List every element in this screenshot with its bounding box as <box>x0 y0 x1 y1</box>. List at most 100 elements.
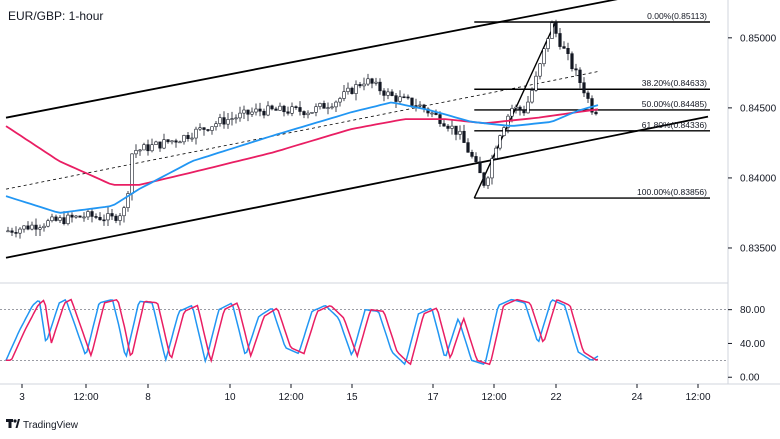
candle-body <box>538 63 542 77</box>
candle-body <box>274 108 278 111</box>
stochastic-axis[interactable]: 80.00 40.00 0.00 <box>728 305 765 384</box>
candle-body <box>402 96 406 99</box>
candle-body <box>278 105 282 111</box>
candle-body <box>286 111 290 114</box>
candle-body <box>18 228 22 234</box>
price-tick-label: 0.85000 <box>740 33 777 44</box>
candle-body <box>574 68 578 71</box>
candle-body <box>418 104 422 107</box>
candle-body <box>330 106 334 109</box>
candle-body <box>590 98 594 113</box>
candle-body <box>142 144 146 151</box>
candle-body <box>218 117 222 124</box>
candle-body <box>562 46 566 49</box>
candle-body <box>470 151 474 157</box>
candle-body <box>106 213 110 221</box>
candle-body <box>190 137 194 140</box>
candle-body <box>250 111 254 115</box>
candle-body <box>582 82 586 94</box>
candle-body <box>178 141 182 144</box>
candle-body <box>94 216 98 218</box>
candle-body <box>366 78 370 85</box>
candle-body <box>102 219 106 222</box>
candle-body <box>62 217 66 225</box>
candle-body <box>326 107 330 109</box>
candle-body <box>282 105 286 113</box>
candle-body <box>186 135 190 140</box>
candle-body <box>98 217 102 221</box>
candle-body <box>406 96 410 99</box>
trend-channel[interactable] <box>5 0 709 259</box>
stochastic-pane[interactable] <box>0 298 728 366</box>
candle-body <box>10 230 14 233</box>
candle-body <box>246 109 250 115</box>
candle-body <box>46 220 50 227</box>
candle-body <box>122 207 126 217</box>
moving-averages <box>5 101 599 214</box>
candle-body <box>374 81 378 84</box>
candle-body <box>90 211 94 217</box>
price-pane[interactable]: 0.00%(0.85113) 38.20%(0.84633) 50.00%(0.84… <box>5 0 710 259</box>
candle-body <box>358 84 362 87</box>
stochastic-levels <box>0 309 728 361</box>
candle-body <box>382 90 386 96</box>
time-tick-label: 12:00 <box>278 392 303 403</box>
candle-body <box>154 141 158 145</box>
candle-body <box>170 140 174 143</box>
time-tick-label: 12:00 <box>73 392 98 403</box>
candle-body <box>570 53 574 70</box>
candle-body <box>554 22 558 34</box>
candle-body <box>546 38 550 50</box>
candle-body <box>474 156 478 163</box>
candle-body <box>58 217 62 221</box>
candlesticks <box>6 19 598 239</box>
candle-body <box>370 78 374 84</box>
time-tick-label: 22 <box>550 392 562 403</box>
candle-body <box>518 106 522 111</box>
candle-body <box>38 227 42 230</box>
candle-body <box>526 101 530 114</box>
candle-body <box>242 109 246 114</box>
fib-level-label: 50.00%(0.84485) <box>642 99 707 109</box>
candle-body <box>166 139 170 143</box>
candle-body <box>550 22 554 39</box>
candle-body <box>378 81 382 92</box>
tradingview-logo-text: TradingView <box>23 420 79 431</box>
candle-body <box>586 92 590 99</box>
candle-body <box>454 125 458 135</box>
candle-body <box>126 193 130 208</box>
candle-body <box>202 127 206 130</box>
candle-body <box>206 129 210 131</box>
candle-body <box>210 126 214 131</box>
candle-body <box>502 127 506 136</box>
candle-body <box>134 150 138 155</box>
candle-body <box>458 130 462 135</box>
price-tick-label: 0.84500 <box>740 103 777 114</box>
candle-body <box>234 117 238 120</box>
candle-body <box>86 211 90 218</box>
candle-body <box>182 135 186 143</box>
candle-body <box>354 84 358 94</box>
fibonacci-retracement[interactable]: 0.00%(0.85113) 38.20%(0.84633) 50.00%(0.84… <box>473 11 710 199</box>
tradingview-logo-icon <box>6 419 20 428</box>
candle-body <box>50 216 54 222</box>
candle-body <box>34 224 38 230</box>
time-axis[interactable]: 3 12:00 8 10 12:00 15 17 12:00 22 24 12:00 <box>19 384 711 403</box>
price-tick-label: 0.84000 <box>740 173 777 184</box>
candle-body <box>118 215 122 221</box>
candle-body <box>262 110 266 116</box>
candle-body <box>594 111 598 115</box>
stochastic-k-line <box>5 298 599 366</box>
tradingview-logo[interactable]: TradingView <box>6 419 79 431</box>
candle-body <box>162 139 166 149</box>
candle-body <box>30 224 34 230</box>
candle-body <box>294 106 298 108</box>
candle-body <box>290 106 294 114</box>
candle-body <box>226 119 230 125</box>
candle-body <box>130 153 134 194</box>
time-tick-label: 10 <box>224 392 236 403</box>
price-axis[interactable]: 0.85000 0.84500 0.84000 0.83500 <box>728 33 777 254</box>
candle-body <box>298 107 302 112</box>
candle-body <box>138 149 142 152</box>
candle-body <box>230 118 234 120</box>
